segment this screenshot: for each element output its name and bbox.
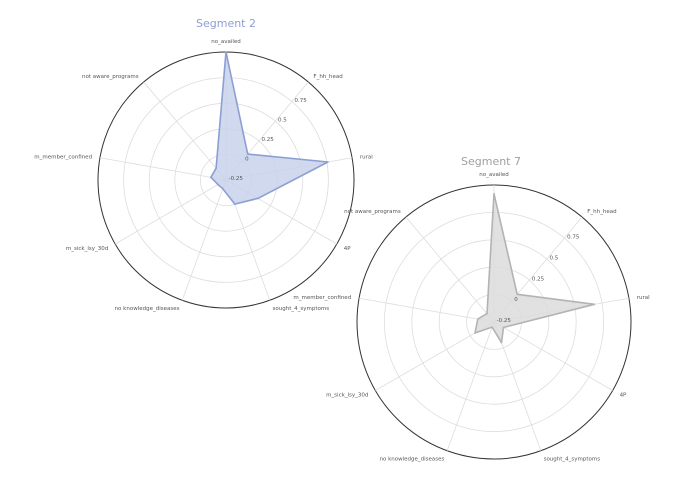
data-point — [327, 161, 329, 163]
axis-label: sought_4_symptoms — [544, 456, 601, 462]
axis-label: m_member_confined — [293, 295, 351, 301]
axis-label: rural — [637, 295, 650, 301]
radial-tick-label: 0 — [514, 297, 518, 303]
data-point — [593, 303, 596, 306]
series-area — [474, 193, 596, 344]
axis-label: m_sick_lsy_30d — [326, 393, 368, 399]
data-point — [516, 293, 519, 296]
chart-title: Segment 2 — [196, 17, 256, 30]
axis-label: not aware_programs — [344, 209, 401, 215]
axis-label: no knowledge_diseases — [115, 306, 180, 312]
axis-spoke — [114, 179, 227, 245]
axis-label: not aware_programs — [82, 74, 139, 80]
radar-chart-segment-2: -0.25 0 0.25 0.5 0.75 no_availed F_hh_headrura… — [34, 17, 373, 312]
data-point — [257, 197, 259, 200]
chart-title: Segment 7 — [461, 155, 521, 168]
axis-spoke — [99, 157, 227, 181]
axis-label: no_availed — [479, 172, 509, 178]
axis-spoke — [493, 321, 613, 391]
data-point — [217, 183, 219, 186]
axis-label: no_availed — [211, 39, 241, 45]
radial-tick-label: 0.5 — [278, 117, 287, 123]
data-point — [493, 192, 495, 195]
radial-tick-label: -0.25 — [497, 318, 512, 324]
axis-label: m_sick_lsy_30d — [66, 246, 108, 252]
axis-spoke — [375, 321, 495, 391]
data-point — [491, 326, 493, 328]
axis-label: 4P — [344, 246, 351, 252]
data-point — [225, 51, 227, 53]
data-point — [477, 318, 479, 320]
data-point — [500, 341, 503, 344]
radial-tick-label: 0.25 — [262, 137, 275, 143]
axis-spoke — [359, 297, 495, 323]
axis-spoke — [405, 216, 495, 323]
radial-tick-label: -0.25 — [229, 176, 244, 182]
axis-label: rural — [360, 154, 373, 160]
axis-label: 4P — [620, 393, 627, 399]
axis-label: m_member_confined — [34, 154, 92, 160]
axis-label: F_hh_head — [313, 74, 342, 80]
radial-tick-label: 0.25 — [532, 276, 545, 282]
radial-tick-label: 0 — [245, 157, 249, 163]
axis-spoke — [143, 81, 227, 181]
radial-tick-label: 0.5 — [549, 255, 558, 261]
data-point — [474, 332, 476, 334]
data-point — [246, 153, 249, 155]
radar-chart-segment-7: -0.2500.250.50.75no_availedF_hh_headrura… — [293, 155, 650, 462]
series-area — [210, 51, 329, 205]
data-point — [233, 203, 236, 205]
data-point — [215, 167, 217, 170]
data-point — [210, 176, 212, 179]
axis-spoke — [446, 321, 495, 451]
axis-label: sought_4_symptoms — [273, 306, 330, 312]
data-point — [502, 326, 505, 329]
axis-label: F_hh_head — [587, 209, 616, 215]
axis-label: no knowledge_diseases — [379, 456, 444, 462]
radial-tick-label: 0.75 — [294, 98, 307, 104]
data-point — [486, 312, 488, 315]
axis-spoke — [181, 179, 227, 301]
radial-tick-label: 0.75 — [567, 234, 580, 240]
axis-spoke — [493, 321, 542, 451]
data-point — [222, 187, 224, 190]
